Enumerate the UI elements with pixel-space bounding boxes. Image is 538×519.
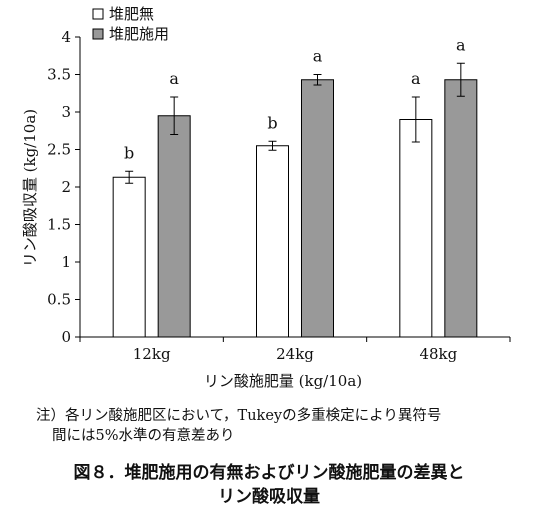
y-tick-label: 2 [61, 178, 71, 196]
bar [301, 79, 334, 338]
y-tick-label: 0 [61, 328, 71, 346]
bar [157, 115, 191, 338]
x-tick-label: 24kg [276, 345, 314, 363]
significance-letter: b [124, 143, 134, 162]
y-axis-label: リン酸吸収量 (kg/10a) [21, 109, 39, 267]
significance-letter: a [313, 47, 323, 66]
y-tick-label: 4 [61, 28, 71, 46]
figure-caption-line-2: リン酸吸収量 [218, 487, 320, 507]
bar [399, 119, 433, 338]
significance-letter: a [169, 69, 179, 88]
y-tick-label: 0.5 [47, 291, 71, 309]
bar [112, 176, 146, 338]
y-tick-label: 3 [61, 103, 71, 121]
y-tick-label: 1.5 [47, 216, 71, 234]
bar [256, 145, 289, 338]
significance-letter: b [267, 113, 277, 132]
legend-swatch [92, 8, 104, 20]
footnote-line-1: 注）各リン酸施肥区において，Tukeyの多重検定により異符号 [36, 408, 442, 424]
bar-chart: リン酸吸収量 (kg/10a) リン酸施肥量 (kg/10a) 0 0.5 1 1.5… [21, 5, 511, 390]
footnote-line-2: 間には5%水準の有意差あり [52, 428, 235, 444]
legend-label: 堆肥施用 [109, 25, 169, 43]
figure-caption-line-1: 図８．堆肥施用の有無およびリン酸施肥量の差異と [73, 463, 465, 483]
significance-letter: a [411, 69, 421, 88]
y-tick-label: 2.5 [47, 141, 71, 159]
x-tick-label: 48kg [419, 345, 457, 363]
bar [444, 79, 478, 338]
legend-swatch [92, 28, 104, 40]
y-tick-label: 1 [61, 253, 71, 271]
x-axis-label: リン酸施肥量 (kg/10a) [204, 372, 362, 390]
y-tick-label: 3.5 [47, 66, 71, 84]
legend-label: 堆肥無 [109, 5, 154, 23]
significance-letter: a [456, 35, 466, 54]
x-tick-label: 12kg [133, 345, 171, 363]
